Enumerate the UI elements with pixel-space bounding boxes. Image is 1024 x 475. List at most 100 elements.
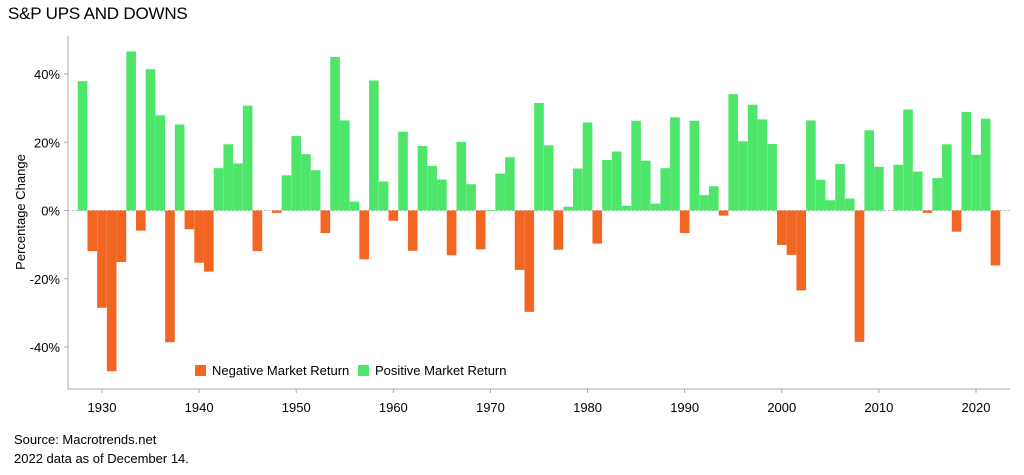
bar-1951: [301, 154, 311, 211]
x-tick-label: 1960: [379, 400, 408, 415]
bar-1943: [223, 144, 234, 211]
x-tick-label: 1950: [282, 400, 311, 415]
bar-1990: [679, 210, 690, 234]
bar-1929: [87, 210, 98, 252]
bar-chart: -40% -20% 0% 20% 40% 1930 1940 1950 1960 1970 198…: [13, 36, 1010, 415]
bar-1987: [650, 203, 661, 211]
source-note: Source: Macrotrends.net: [14, 432, 157, 447]
bar-2012: [893, 164, 904, 211]
bar-1977: [553, 210, 564, 250]
bar-1995: [728, 94, 739, 211]
bar-1945: [242, 105, 253, 211]
bar-2002: [796, 210, 807, 291]
y-axis-title: Percentage Change: [13, 154, 28, 270]
y-tick-label: 40%: [34, 67, 60, 82]
bar-2010: [874, 166, 884, 211]
x-tick-label: 2000: [767, 400, 796, 415]
bar-1944: [233, 163, 243, 211]
bar-1955: [339, 120, 350, 211]
bar-1975: [534, 103, 544, 211]
bar-1959: [378, 181, 389, 211]
bar-1980: [582, 122, 593, 211]
bar-1989: [670, 117, 680, 211]
bar-1991: [689, 120, 700, 211]
bar-1962: [407, 210, 418, 251]
bar-2005: [825, 200, 836, 211]
bar-1967: [456, 141, 467, 211]
bar-1950: [291, 136, 302, 211]
x-tick-label: 1930: [88, 400, 117, 415]
bar-1938: [174, 124, 185, 211]
bar-1939: [184, 210, 195, 230]
bar-1946: [252, 210, 263, 252]
bar-1954: [330, 56, 340, 211]
data-date-note: 2022 data as of December 14.: [14, 451, 189, 466]
bar-1997: [747, 104, 758, 211]
bar-2013: [903, 109, 913, 211]
bar-1964: [427, 166, 437, 211]
bar-1956: [349, 201, 360, 211]
bar-1973: [514, 210, 525, 270]
bar-2003: [806, 120, 816, 211]
y-tick-label: -20%: [30, 272, 61, 287]
bar-1996: [738, 141, 748, 211]
bar-1965: [437, 179, 447, 211]
y-tick-label: -40%: [30, 340, 61, 355]
bars: [77, 51, 1001, 372]
bar-1948: [271, 210, 282, 213]
legend-swatch-negative: [195, 365, 206, 376]
bar-1961: [398, 131, 408, 211]
bar-1986: [641, 160, 651, 211]
bar-1960: [388, 210, 399, 221]
x-tick-label: 2020: [962, 400, 991, 415]
bar-2008: [854, 210, 865, 342]
bar-2004: [815, 179, 826, 211]
bar-1933: [126, 51, 136, 211]
bar-1953: [320, 210, 331, 234]
legend-swatch-positive: [358, 365, 369, 376]
bar-1999: [767, 143, 777, 211]
bar-1936: [155, 115, 166, 211]
bar-1958: [369, 80, 379, 211]
bar-1982: [602, 159, 612, 211]
bar-1974: [524, 210, 535, 312]
bar-2000: [776, 210, 787, 245]
x-tick-label: 1970: [476, 400, 505, 415]
y-tick-label: 20%: [34, 135, 60, 150]
y-ticks: -40% -20% 0% 20% 40%: [30, 67, 68, 355]
bar-1952: [310, 170, 321, 211]
x-tick-label: 1990: [670, 400, 699, 415]
bar-1985: [631, 120, 641, 211]
bar-1949: [281, 175, 292, 211]
legend-label-positive: Positive Market Return: [375, 363, 507, 378]
bar-1931: [106, 210, 117, 372]
bar-2021: [980, 118, 991, 211]
bar-2007: [844, 198, 855, 211]
bar-1937: [165, 210, 175, 343]
legend: Negative Market Return Positive Market R…: [195, 363, 507, 378]
bar-1966: [446, 210, 457, 256]
chart-title: S&P UPS AND DOWNS: [8, 4, 188, 23]
bar-2016: [932, 178, 942, 211]
bar-1970: [485, 210, 496, 211]
bar-1979: [573, 168, 583, 211]
bar-1941: [204, 210, 214, 272]
bar-1984: [621, 205, 632, 211]
bar-1981: [592, 210, 603, 244]
bar-2017: [942, 144, 952, 211]
bar-1930: [97, 210, 107, 308]
bar-1963: [417, 146, 428, 211]
bar-1968: [466, 184, 476, 211]
bar-2001: [786, 210, 797, 255]
bar-1940: [194, 210, 204, 263]
bar-1993: [708, 186, 719, 211]
bar-1983: [611, 151, 622, 211]
bar-1957: [359, 210, 370, 260]
bar-1932: [116, 210, 127, 263]
x-tick-label: 2010: [864, 400, 893, 415]
bar-1942: [213, 168, 224, 211]
bar-1934: [136, 210, 146, 231]
bar-2015: [922, 210, 933, 213]
bar-2020: [971, 154, 981, 211]
bar-1976: [543, 145, 554, 211]
